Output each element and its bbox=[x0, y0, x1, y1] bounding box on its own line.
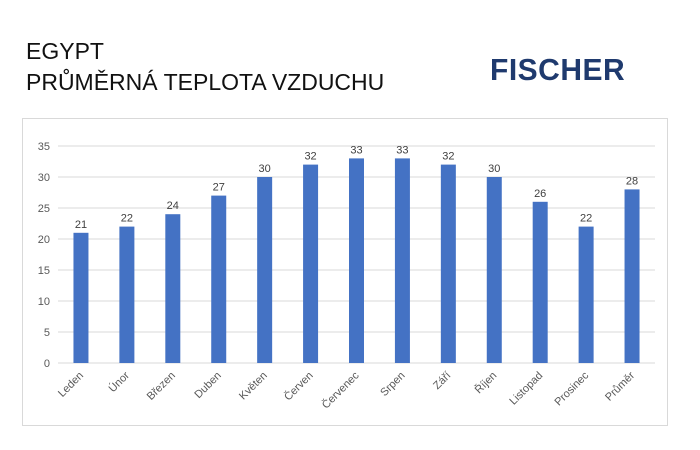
y-tick-label: 30 bbox=[38, 172, 50, 184]
y-tick-label: 15 bbox=[38, 265, 50, 277]
y-tick-label: 5 bbox=[44, 327, 50, 339]
bar bbox=[211, 195, 227, 363]
x-tick-label: Únor bbox=[106, 369, 132, 395]
bar bbox=[119, 226, 135, 363]
page-title: EGYPT PRŮMĚRNÁ TEPLOTA VZDUCHU bbox=[26, 36, 384, 98]
x-tick-label: Červen bbox=[281, 369, 315, 403]
bar-chart: 0 5 10 15 20 25 30 35 21 Leden 22 Únor 24 Březen 27 Dub… bbox=[38, 141, 655, 412]
data-label: 30 bbox=[259, 163, 271, 175]
data-label: 22 bbox=[580, 213, 592, 225]
x-tick-label: Srpen bbox=[378, 370, 407, 399]
data-label: 28 bbox=[626, 175, 638, 187]
x-tick-label: Prosinec bbox=[552, 369, 591, 408]
x-tick-label: Říjen bbox=[472, 369, 499, 396]
chart-frame: 0 5 10 15 20 25 30 35 21 Leden 22 Únor 24 Březen 27 Dub… bbox=[22, 118, 668, 426]
x-tick-label: Září bbox=[431, 370, 453, 392]
y-tick-label: 25 bbox=[38, 203, 50, 215]
bar bbox=[578, 226, 594, 363]
data-label: 30 bbox=[488, 163, 500, 175]
bar bbox=[257, 177, 273, 363]
bar bbox=[165, 214, 181, 363]
data-label: 26 bbox=[534, 188, 546, 200]
data-label: 21 bbox=[75, 219, 87, 231]
x-tick-label: Červenec bbox=[319, 369, 362, 412]
y-tick-label: 0 bbox=[44, 358, 50, 370]
x-tick-label: Březen bbox=[145, 370, 178, 403]
data-label: 32 bbox=[304, 151, 316, 163]
data-label: 33 bbox=[396, 144, 408, 156]
bar bbox=[349, 158, 364, 363]
data-label: 24 bbox=[167, 200, 179, 212]
y-tick-label: 20 bbox=[38, 234, 50, 246]
data-label: 33 bbox=[350, 144, 362, 156]
x-tick-label: Duben bbox=[192, 370, 223, 401]
x-tick-label: Průměr bbox=[603, 369, 637, 403]
title-subtitle: PRŮMĚRNÁ TEPLOTA VZDUCHU bbox=[26, 69, 385, 95]
bar bbox=[303, 164, 319, 363]
data-label: 27 bbox=[213, 182, 225, 194]
bar bbox=[486, 177, 502, 363]
title-country: EGYPT bbox=[26, 38, 104, 64]
bar bbox=[532, 201, 548, 363]
x-tick-label: Leden bbox=[56, 370, 86, 400]
fischer-logo: FISCHER bbox=[490, 54, 625, 89]
data-label: 32 bbox=[442, 151, 454, 163]
y-tick-label: 35 bbox=[38, 141, 50, 153]
x-tick-label: Květen bbox=[237, 370, 270, 403]
bar bbox=[73, 232, 89, 363]
bar bbox=[394, 158, 410, 363]
logo-text: FISCHER bbox=[490, 53, 626, 88]
bar bbox=[624, 189, 640, 363]
data-label: 22 bbox=[121, 213, 133, 225]
x-tick-label: Listopad bbox=[507, 370, 545, 408]
y-tick-label: 10 bbox=[38, 296, 50, 308]
bar bbox=[440, 164, 456, 363]
